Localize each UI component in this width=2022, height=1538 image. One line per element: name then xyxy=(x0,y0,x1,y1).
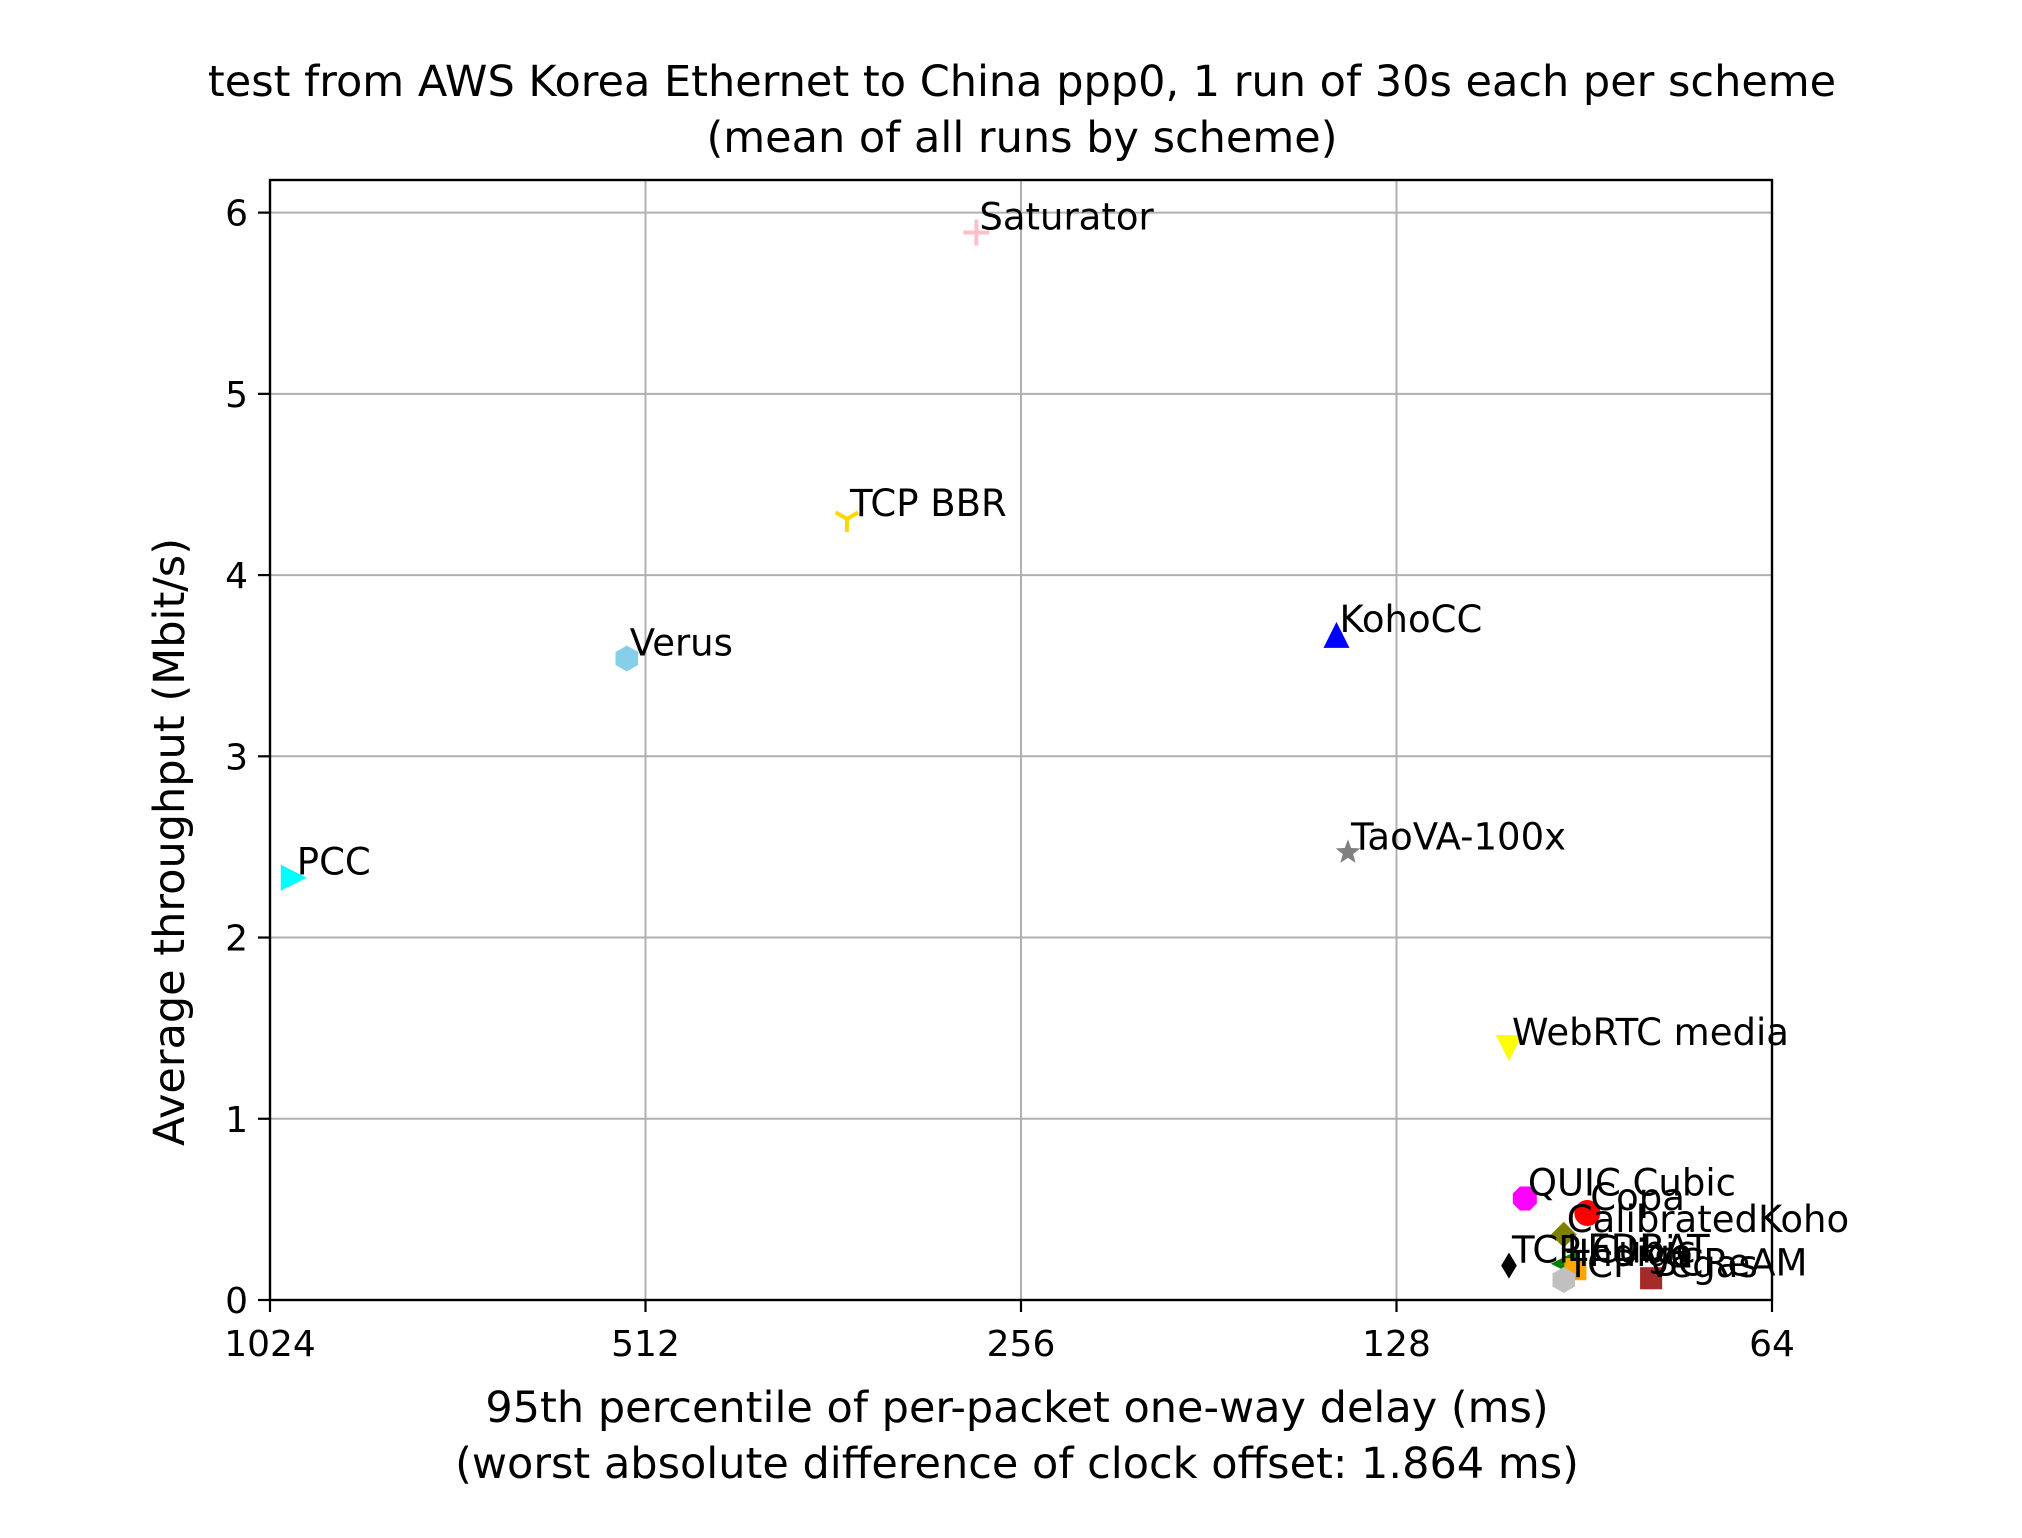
marker-quic-cubic xyxy=(1512,1186,1537,1211)
point-label: Saturator xyxy=(979,196,1154,239)
marker-saturator xyxy=(963,219,990,246)
x-tick-label: 1024 xyxy=(224,1324,316,1365)
point-label: KohoCC xyxy=(1339,598,1482,641)
point-label: QUIC Cubic xyxy=(1528,1162,1736,1205)
point-label: TCP Vegas xyxy=(1566,1243,1758,1286)
marker-copa xyxy=(1574,1200,1601,1227)
point-label: LEDBAT xyxy=(1567,1227,1710,1270)
marker-kohocc xyxy=(1323,621,1350,648)
tri-marker xyxy=(834,510,860,532)
star-marker xyxy=(1335,839,1361,863)
marker-pcc xyxy=(280,864,307,891)
chart-title: test from AWS Korea Ethernet to China pp… xyxy=(208,57,1836,107)
circle-marker xyxy=(1574,1200,1601,1227)
triangle-marker xyxy=(1495,1035,1522,1062)
x-tick-label: 128 xyxy=(1362,1324,1431,1365)
point-label: SCReAM xyxy=(1654,1241,1807,1284)
hexagon-marker xyxy=(1552,1267,1576,1294)
hexagon-marker xyxy=(615,645,639,672)
marker-calibratedkoho xyxy=(1550,1221,1577,1248)
point-label: TCP BBR xyxy=(849,482,1007,525)
triangle-marker xyxy=(280,864,307,891)
x-tick-label: 256 xyxy=(987,1324,1056,1365)
marker-taova-100x xyxy=(1335,839,1361,863)
y-tick-label: 6 xyxy=(225,194,248,235)
y-axis-label: Average throughput (Mbit/s) xyxy=(145,538,195,1146)
point-label: Verus xyxy=(630,621,733,664)
y-tick-label: 3 xyxy=(225,737,248,778)
y-tick-label: 2 xyxy=(225,919,248,960)
y-tick-label: 4 xyxy=(225,556,248,597)
marker-webrtc-media xyxy=(1495,1035,1522,1062)
point-labels: Saturator TCP BBR Verus KohoCC PCC TaoVA-100x… xyxy=(297,196,1849,1287)
marker-scream xyxy=(1640,1267,1663,1290)
point-label: Copa xyxy=(1590,1176,1685,1219)
point-label: TaoVA-100x xyxy=(1350,815,1566,858)
grid-lines xyxy=(269,180,1773,1301)
x-tick-label: 64 xyxy=(1749,1324,1795,1365)
y-tick-label: 5 xyxy=(225,375,248,416)
axis-ticks: 1024 512 256 128 64 0 1 2 3 4 5 6 xyxy=(224,194,1795,1365)
marker-tcp-vegas xyxy=(1552,1267,1576,1294)
square-marker xyxy=(1640,1267,1663,1290)
y-tick-label: 0 xyxy=(225,1281,248,1322)
point-label: PCC xyxy=(297,841,371,884)
x-axis-sublabel: (worst absolute difference of clock offs… xyxy=(455,1439,1579,1489)
x-axis-label: 95th percentile of per-packet one-way de… xyxy=(485,1383,1548,1433)
point-label: TCP Cubic xyxy=(1511,1229,1696,1272)
plus-marker xyxy=(963,219,990,246)
point-label: Indigo xyxy=(1578,1232,1692,1275)
marker-tcp-bbr xyxy=(834,510,860,532)
octagon-marker xyxy=(1512,1186,1537,1211)
diamond-marker xyxy=(1550,1221,1577,1248)
y-tick-label: 1 xyxy=(225,1100,248,1141)
x-tick-label: 512 xyxy=(611,1324,680,1365)
chart-subtitle: (mean of all runs by scheme) xyxy=(707,113,1338,163)
marker-tcp-cubic xyxy=(1501,1252,1517,1279)
marker-verus xyxy=(615,645,639,672)
point-label: WebRTC media xyxy=(1512,1011,1789,1054)
thin-diamond-marker xyxy=(1501,1252,1517,1279)
point-label: CalibratedKoho xyxy=(1567,1198,1849,1241)
data-points xyxy=(280,219,1663,1294)
triangle-marker xyxy=(1323,621,1350,648)
